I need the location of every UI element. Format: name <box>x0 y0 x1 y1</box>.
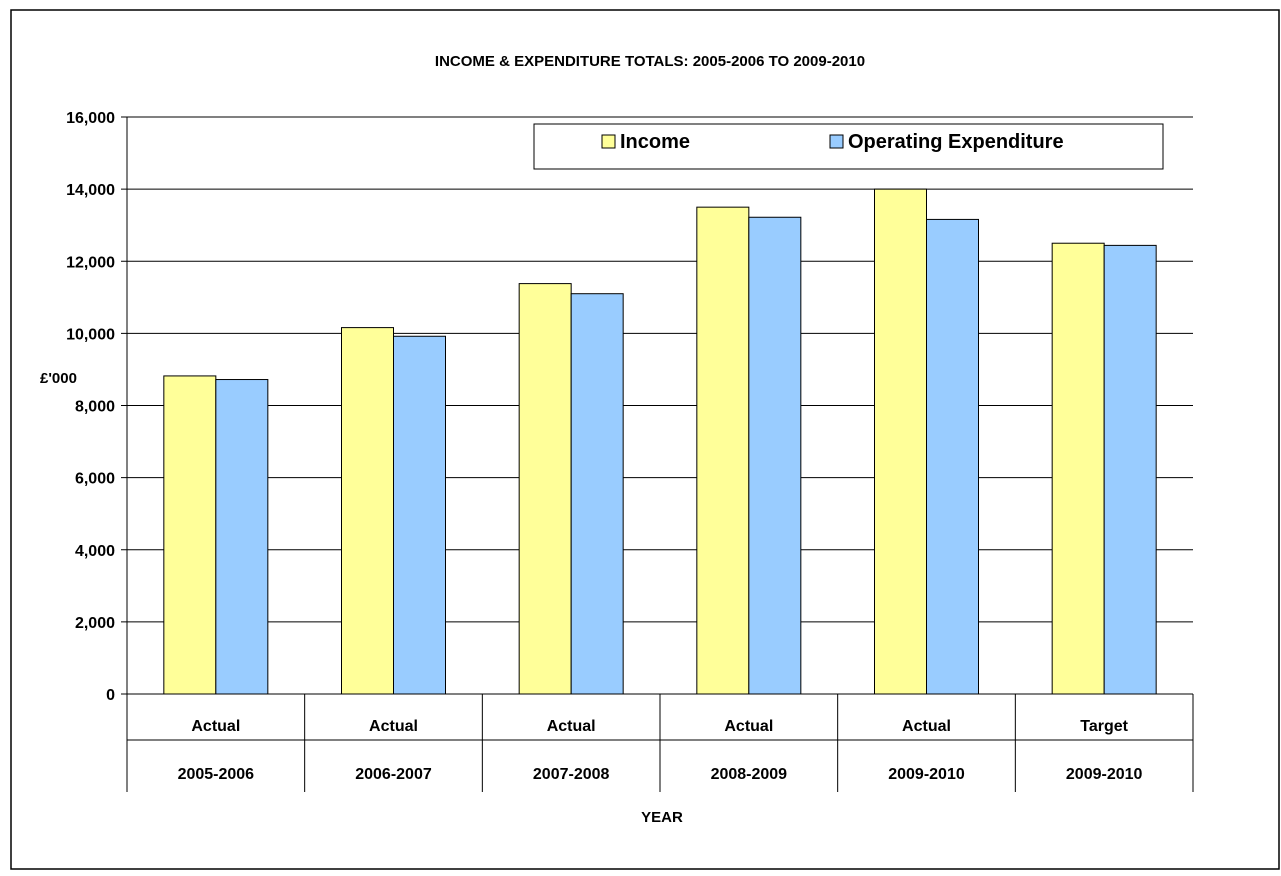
bar-income <box>874 188 927 695</box>
y-tick-label: 12,000 <box>66 254 115 271</box>
gridlines <box>127 116 1193 623</box>
bar-income <box>1051 242 1105 695</box>
x-category-label: Actual <box>902 718 951 735</box>
x-category-labels: Actual 2005-2006 Actual 2006-2007 Actual 2007… <box>178 718 1143 783</box>
bar-operating-expenditure <box>215 379 269 695</box>
bar-operating-expenditure <box>748 216 802 695</box>
x-category-label: Actual <box>369 718 418 735</box>
y-tick-label: 0 <box>106 687 115 704</box>
y-tick-label: 14,000 <box>66 182 115 199</box>
legend-label: Income <box>620 131 690 153</box>
x-category-label: 2006-2007 <box>355 766 432 783</box>
bar-income <box>518 283 572 695</box>
chart-title: INCOME & EXPENDITURE TOTALS: 2005-2006 T… <box>435 53 865 70</box>
y-tick-label: 16,000 <box>66 110 115 127</box>
axes <box>121 116 1194 792</box>
y-tick-label: 10,000 <box>66 326 115 343</box>
bar-group <box>163 188 1157 695</box>
bar-operating-expenditure <box>570 293 624 695</box>
x-category-label: 2009-2010 <box>1066 766 1143 783</box>
y-tick-label: 2,000 <box>75 615 115 632</box>
y-tick-labels: 0 2,000 4,000 6,000 8,000 10,000 12,000 14,000 1… <box>66 110 115 704</box>
y-tick-label: 6,000 <box>75 471 115 488</box>
bar-operating-expenditure <box>926 218 979 695</box>
y-tick-label: 8,000 <box>75 399 115 416</box>
x-category-label: Actual <box>724 718 773 735</box>
x-category-label: 2005-2006 <box>178 766 255 783</box>
legend: Income Operating Expenditure <box>533 123 1164 170</box>
x-category-label: Actual <box>191 718 240 735</box>
y-axis-label: £'000 <box>40 370 77 387</box>
x-category-label: Target <box>1080 718 1128 735</box>
y-tick-label: 4,000 <box>75 543 115 560</box>
legend-box <box>533 123 1164 170</box>
x-category-label: 2007-2008 <box>533 766 610 783</box>
legend-swatch <box>829 134 844 149</box>
bar-operating-expenditure <box>393 335 446 695</box>
legend-swatch <box>601 134 616 149</box>
bar-income <box>341 327 394 695</box>
x-category-label: Actual <box>547 718 596 735</box>
x-category-label: 2009-2010 <box>888 766 965 783</box>
bar-income <box>163 375 217 695</box>
x-axis-label: YEAR <box>641 809 683 826</box>
bar-income <box>696 206 750 695</box>
x-category-label: 2008-2009 <box>711 766 788 783</box>
legend-label: Operating Expenditure <box>848 131 1064 153</box>
bar-operating-expenditure <box>1103 244 1157 695</box>
